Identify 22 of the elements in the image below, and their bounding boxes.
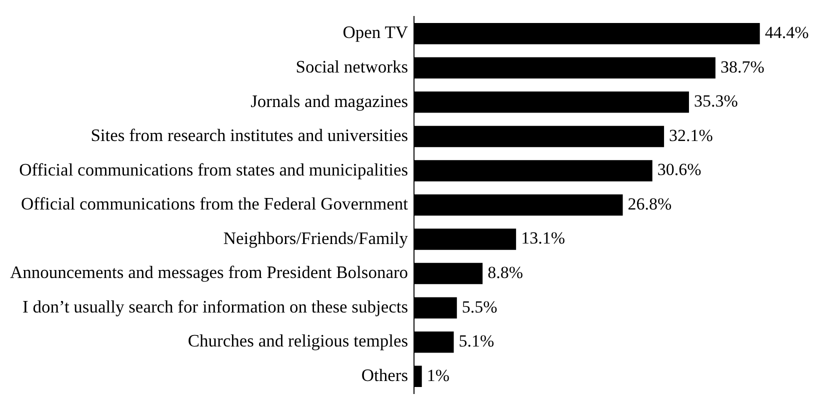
data-label: 32.1% [669, 126, 713, 145]
data-label: 30.6% [657, 160, 702, 180]
data-label: 38.7% [720, 57, 764, 76]
data-label: 13.1% [521, 228, 565, 248]
y-tick-label: Sites from research institutes and universities [90, 125, 408, 146]
data-label: 1% [426, 366, 450, 385]
data-label: 5.1% [458, 332, 494, 351]
y-tick-label: Official communications from the Federal Government [21, 194, 408, 214]
y-tick-label: Others [361, 364, 408, 385]
data-label: 44.4% [764, 23, 809, 42]
y-tick-label: Neighbors/Friends/Family [223, 228, 408, 248]
data-label: 8.8% [488, 263, 524, 282]
y-tick-label: Jornals and magazines [250, 90, 408, 111]
y-tick-label: I don’t usually search for information on these subjects [22, 296, 408, 316]
y-tick-label: Social networks [296, 56, 408, 77]
y-tick-label: Announcements and messages from President Bolsonaro [10, 262, 408, 282]
data-label: 26.8% [628, 194, 672, 214]
y-tick-label: Open TV [342, 22, 408, 42]
data-label: 5.5% [462, 297, 498, 316]
y-tick-label: Official communications from states and municipalities [19, 159, 408, 180]
y-tick-label: Churches and religious temples [188, 330, 408, 351]
data-label: 35.3% [694, 92, 738, 111]
